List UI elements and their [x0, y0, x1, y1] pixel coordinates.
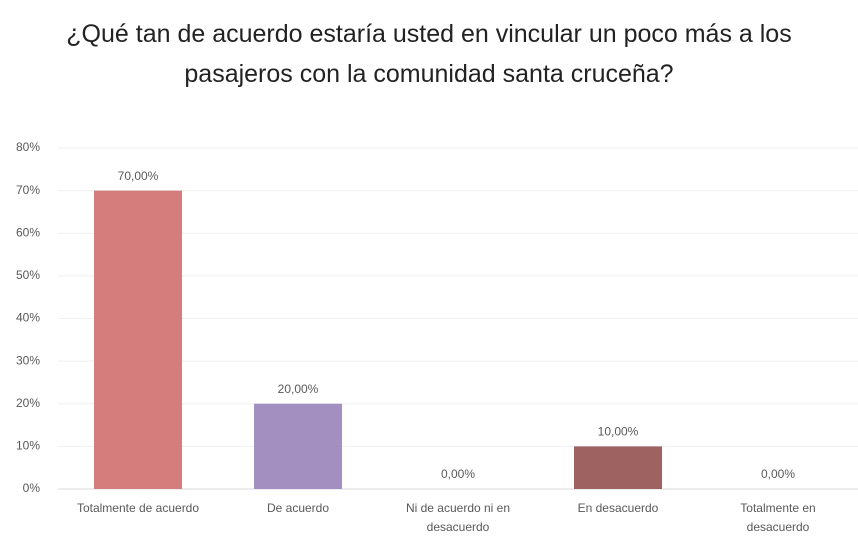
- x-tick-label: Totalmente de acuerdo: [76, 501, 200, 515]
- y-tick-label: 50%: [16, 268, 40, 282]
- y-tick-label: 70%: [16, 183, 40, 197]
- data-label: 0,00%: [441, 467, 475, 481]
- data-label: 70,00%: [118, 169, 159, 183]
- y-tick-label: 20%: [16, 396, 40, 410]
- y-tick-label: 40%: [16, 311, 40, 325]
- chart-title: ¿Qué tan de acuerdo estaría usted en vin…: [66, 20, 792, 88]
- y-tick-label: 60%: [16, 225, 40, 239]
- y-tick-label: 0%: [23, 481, 41, 495]
- x-tick-label: Totalmente en desacuerdo: [740, 501, 816, 534]
- y-tick-label: 80%: [16, 140, 40, 154]
- data-label: 10,00%: [598, 425, 639, 439]
- x-tick-label: De acuerdo: [266, 501, 330, 515]
- bar: [254, 403, 342, 489]
- data-label: 20,00%: [278, 382, 319, 396]
- x-tick-label: Ni de acuerdo ni en desacuerdo: [405, 501, 511, 534]
- bar: [574, 446, 662, 489]
- x-tick-label: En desacuerdo: [577, 501, 659, 515]
- y-tick-label: 30%: [16, 353, 40, 367]
- data-label: 0,00%: [761, 467, 795, 481]
- y-tick-label: 10%: [16, 439, 40, 453]
- bar: [94, 190, 182, 489]
